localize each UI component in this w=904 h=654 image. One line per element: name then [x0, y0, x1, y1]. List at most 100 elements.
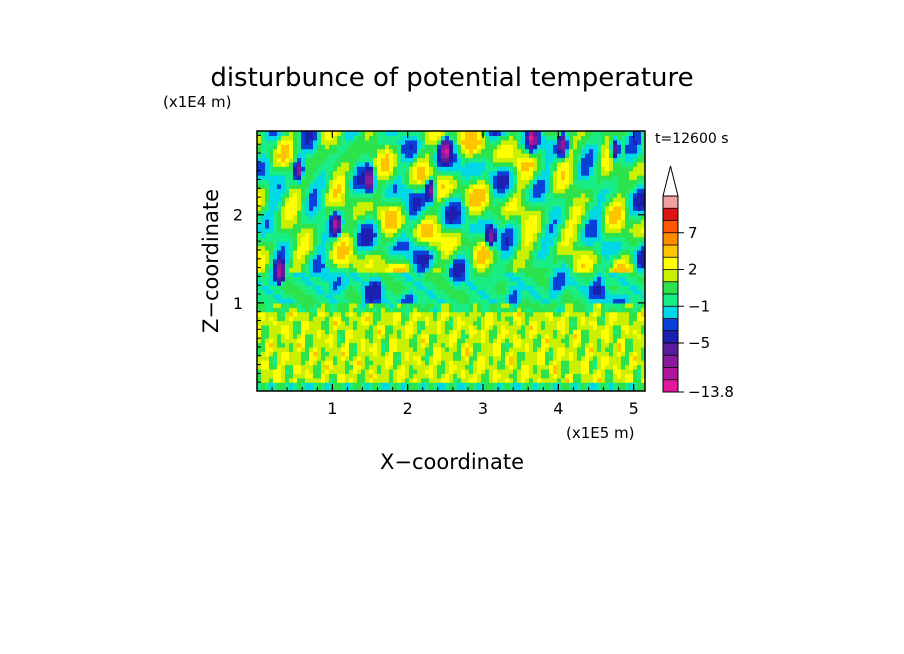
heatmap-cell — [537, 382, 542, 388]
heatmap-cell — [589, 241, 594, 247]
heatmap-cell — [393, 311, 398, 317]
heatmap-cell — [485, 135, 490, 141]
heatmap-cell — [521, 346, 526, 352]
heatmap-cell — [513, 135, 518, 141]
heatmap-cell — [437, 320, 442, 326]
heatmap-cell — [289, 144, 294, 150]
heatmap-cell — [529, 324, 534, 330]
heatmap-cell — [573, 188, 578, 194]
heatmap-cell — [537, 227, 542, 233]
heatmap-cell — [501, 272, 506, 278]
heatmap-cell — [325, 131, 330, 137]
heatmap-cell — [497, 179, 502, 185]
heatmap-cell — [569, 342, 574, 348]
heatmap-cell — [553, 368, 558, 374]
heatmap-cell — [481, 342, 486, 348]
heatmap-cell — [405, 144, 410, 150]
heatmap-cell — [537, 205, 542, 211]
heatmap-cell — [469, 298, 474, 304]
heatmap-cell — [557, 179, 562, 185]
heatmap-cell — [409, 157, 414, 163]
heatmap-cell — [325, 183, 330, 189]
heatmap-cell — [345, 205, 350, 211]
heatmap-cell — [557, 368, 562, 374]
heatmap-cell — [529, 227, 534, 233]
heatmap-cell — [301, 276, 306, 282]
heatmap-cell — [509, 183, 514, 189]
heatmap-cell — [513, 285, 518, 291]
heatmap-cell — [537, 377, 542, 383]
heatmap-cell — [561, 289, 566, 295]
heatmap-cell — [389, 355, 394, 361]
heatmap-cell — [421, 272, 426, 278]
heatmap-cell — [281, 157, 286, 163]
heatmap-cell — [421, 276, 426, 282]
heatmap-cell — [365, 333, 370, 339]
heatmap-cell — [333, 210, 338, 216]
heatmap-cell — [373, 135, 378, 141]
heatmap-cell — [549, 197, 554, 203]
heatmap-cell — [337, 219, 342, 225]
heatmap-cell — [397, 153, 402, 159]
heatmap-cell — [293, 294, 298, 300]
heatmap-cell — [453, 201, 458, 207]
heatmap-cell — [581, 351, 586, 357]
heatmap-cell — [329, 131, 334, 137]
heatmap-cell — [545, 342, 550, 348]
heatmap-cell — [461, 338, 466, 344]
heatmap-cell — [565, 175, 570, 181]
heatmap-cell — [281, 307, 286, 313]
heatmap-cell — [545, 364, 550, 370]
heatmap-cell — [449, 377, 454, 383]
heatmap-cell — [273, 249, 278, 255]
heatmap-cell — [269, 144, 274, 150]
heatmap-cell — [477, 338, 482, 344]
heatmap-cell — [449, 139, 454, 145]
heatmap-cell — [497, 368, 502, 374]
heatmap-cell — [417, 342, 422, 348]
heatmap-cell — [377, 175, 382, 181]
heatmap-cell — [425, 210, 430, 216]
heatmap-cell — [489, 298, 494, 304]
heatmap-cell — [529, 316, 534, 322]
heatmap-cell — [445, 263, 450, 269]
heatmap-cell — [485, 355, 490, 361]
heatmap-cell — [313, 342, 318, 348]
heatmap-cell — [429, 245, 434, 251]
heatmap-cell — [433, 245, 438, 251]
heatmap-cell — [521, 166, 526, 172]
heatmap-cell — [413, 346, 418, 352]
heatmap-cell — [389, 179, 394, 185]
heatmap-cell — [357, 245, 362, 251]
heatmap-cell — [545, 254, 550, 260]
heatmap-cell — [313, 346, 318, 352]
heatmap-cell — [329, 333, 334, 339]
heatmap-cell — [425, 302, 430, 308]
heatmap-cell — [357, 280, 362, 286]
heatmap-cell — [453, 386, 458, 391]
heatmap-cell — [281, 192, 286, 198]
heatmap-cell — [273, 329, 278, 335]
heatmap-cell — [449, 227, 454, 233]
heatmap-cell — [565, 170, 570, 176]
heatmap-cell — [389, 175, 394, 181]
heatmap-cell — [281, 285, 286, 291]
heatmap-cell — [477, 346, 482, 352]
heatmap-cell — [353, 227, 358, 233]
heatmap-cell — [553, 179, 558, 185]
heatmap-cell — [265, 382, 270, 388]
heatmap-cell — [261, 205, 266, 211]
heatmap-cell — [277, 377, 282, 383]
heatmap-cell — [473, 157, 478, 163]
heatmap-cell — [297, 144, 302, 150]
heatmap-cell — [541, 377, 546, 383]
heatmap-cell — [465, 201, 470, 207]
heatmap-cell — [421, 263, 426, 269]
heatmap-cell — [529, 144, 534, 150]
heatmap-cell — [441, 183, 446, 189]
heatmap-cell — [441, 333, 446, 339]
heatmap-cell — [573, 302, 578, 308]
heatmap-cell — [585, 373, 590, 379]
heatmap-cell — [445, 210, 450, 216]
heatmap-cell — [393, 302, 398, 308]
